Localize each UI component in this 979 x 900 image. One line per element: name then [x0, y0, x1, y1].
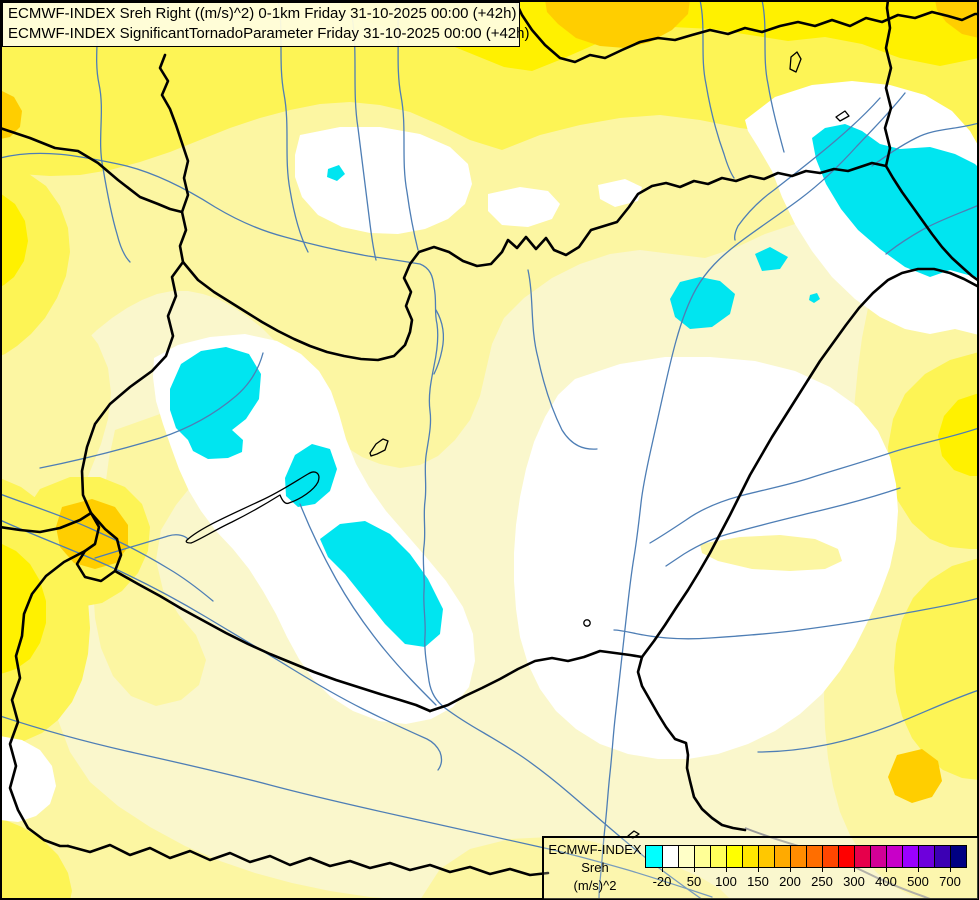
legend-color-cell	[854, 846, 870, 867]
legend-color-cell	[934, 846, 950, 867]
koros-river-south	[665, 487, 901, 567]
border-cz-at	[0, 126, 184, 214]
legend-color-cell	[838, 846, 854, 867]
lake-tisza	[583, 619, 591, 627]
maros-river	[613, 597, 979, 640]
koros-river-north	[649, 427, 979, 544]
legend-color-cell	[886, 846, 902, 867]
border-hr-bih	[66, 843, 550, 877]
mura-river	[0, 493, 214, 602]
border-hu-ua	[884, 164, 979, 283]
legend-tick-label: 100	[715, 874, 737, 889]
legend-tick-label: 150	[747, 874, 769, 889]
legend-tick	[950, 867, 951, 872]
border-hu-ro	[640, 267, 979, 659]
legend-tick-label: 50	[686, 874, 702, 889]
nitra-river	[351, 15, 377, 261]
legend-tick-label: 250	[811, 874, 833, 889]
zagyva-river	[527, 269, 598, 450]
legend-title-line-2: Sreh	[581, 860, 609, 875]
bodrog-river	[733, 97, 881, 241]
legend-color-cell	[726, 846, 742, 867]
legend-color-cell	[790, 846, 806, 867]
legend-tick-label: 400	[875, 874, 897, 889]
legend-tick	[726, 867, 727, 872]
border-hu-srb	[428, 649, 644, 713]
border-at-si	[0, 511, 93, 534]
legend-color-cell	[662, 846, 678, 867]
legend-tick	[758, 867, 759, 872]
legend-title-line-1: ECMWF-INDEX	[548, 842, 642, 857]
legend-color-cell	[678, 846, 694, 867]
danube-river	[0, 152, 704, 900]
legend-color-cell	[758, 846, 774, 867]
legend-color-cell	[918, 846, 934, 867]
tisza-river	[598, 92, 906, 900]
legend-box: ECMWF-INDEX Sreh (m/s)^2 -20 50 100 150 200 2…	[542, 836, 979, 900]
legend-tick	[662, 867, 663, 872]
legend-tick-label: -20	[652, 874, 672, 889]
title-box: ECMWF-INDEX Sreh Right ((m/s)^2) 0-1km F…	[2, 2, 530, 47]
legend-tick	[822, 867, 823, 872]
zala-river	[94, 534, 189, 559]
legend-color-cell	[646, 846, 662, 867]
lake-zemplinska	[835, 110, 850, 122]
legend-tick	[918, 867, 919, 872]
lake-orava	[789, 51, 802, 73]
legend-tick-label: 700	[939, 874, 961, 889]
legend-tick-label: 500	[907, 874, 929, 889]
hornad-river	[699, 0, 735, 179]
legend-tick-label: 200	[779, 874, 801, 889]
border-at-hu	[80, 210, 188, 515]
sava-river	[0, 715, 713, 898]
border-cz-sk	[158, 53, 190, 214]
lake-neusiedl	[369, 438, 389, 457]
danube-island-branch	[433, 309, 444, 375]
border-sk-hu	[181, 161, 888, 362]
legend-color-cell	[950, 846, 966, 867]
border-si-hu-knot	[75, 511, 123, 583]
legend-titles: ECMWF-INDEX Sreh (m/s)^2	[544, 841, 646, 895]
title-line-1: ECMWF-INDEX Sreh Right ((m/s)^2) 0-1km F…	[8, 5, 517, 22]
legend-tick	[790, 867, 791, 872]
legend-color-cell	[710, 846, 726, 867]
border-pl-sk	[513, 0, 979, 64]
border-si-hr	[8, 549, 87, 848]
legend-color-cell	[806, 846, 822, 867]
szamos-river	[885, 204, 979, 255]
border-hu-hr	[113, 569, 432, 713]
sio-channel	[299, 503, 437, 706]
legend-color-cell	[742, 846, 758, 867]
legend-tick	[886, 867, 887, 872]
border-ro-srb	[636, 655, 747, 832]
morava-river	[95, 0, 131, 263]
legend-title-line-3: (m/s)^2	[573, 878, 617, 893]
raba-river	[39, 352, 264, 469]
lake-balaton	[185, 471, 320, 544]
legend-tick	[694, 867, 695, 872]
legend-color-cell	[870, 846, 886, 867]
legend-color-cell	[902, 846, 918, 867]
legend-color-cell	[774, 846, 790, 867]
country-borders	[0, 0, 979, 877]
timis-river	[757, 689, 979, 753]
region-pale-yellow-overlay	[700, 535, 842, 571]
legend-color-cell	[822, 846, 838, 867]
legend-colorbar	[645, 845, 967, 868]
title-line-2: ECMWF-INDEX SignificantTornadoParameter …	[8, 25, 530, 42]
laborec-river	[761, 0, 785, 153]
drava-river	[0, 519, 443, 771]
legend-tick-label: 300	[843, 874, 865, 889]
tisza-upper-branch	[871, 122, 979, 167]
legend-tick	[854, 867, 855, 872]
legend-color-cell	[694, 846, 710, 867]
